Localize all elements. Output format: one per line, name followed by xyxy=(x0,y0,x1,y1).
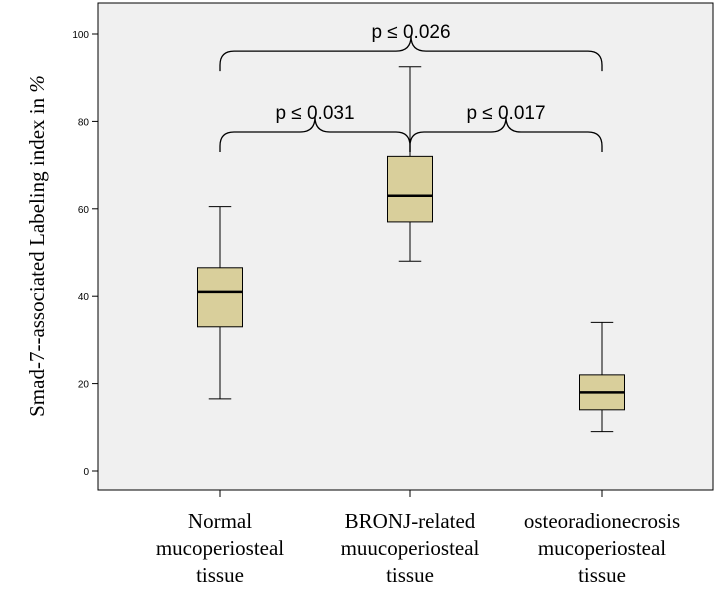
y-tick-label: 60 xyxy=(78,205,90,216)
x-category-label: mucoperiosteal xyxy=(156,536,284,560)
y-tick-label: 20 xyxy=(78,380,90,391)
y-tick-label: 0 xyxy=(83,467,89,478)
iqr-box xyxy=(197,267,243,328)
x-category-label: Normal xyxy=(188,509,252,533)
x-category-label: BRONJ-related xyxy=(345,509,476,533)
x-category-label: tissue xyxy=(386,563,434,587)
iqr-box xyxy=(387,155,433,223)
significance-bracket xyxy=(219,116,411,152)
y-axis-title-main: Smad-7--associated Labeling index in xyxy=(25,93,49,417)
x-category-label: tissue xyxy=(578,563,626,587)
x-category-label: tissue xyxy=(196,563,244,587)
x-category-label: osteoradionecrosis xyxy=(524,509,680,533)
y-axis-title: Smad-7--associated Labeling index in % xyxy=(25,75,49,417)
plot-area xyxy=(97,2,714,491)
significance-bracket xyxy=(409,116,603,152)
y-axis-title-unit: % xyxy=(25,75,49,93)
y-tick-label: 80 xyxy=(78,117,90,128)
p-value-label: p ≤ 0.031 xyxy=(275,103,354,124)
x-category-label: mucoperiosteal xyxy=(538,536,666,560)
p-value-label: p ≤ 0.017 xyxy=(466,103,545,124)
p-value-label: p ≤ 0.026 xyxy=(371,22,450,43)
x-category-label: muucoperiosteal xyxy=(341,536,480,560)
y-tick-label: 40 xyxy=(78,292,90,303)
significance-bracket xyxy=(219,36,603,72)
chart-marks: 0 20 40 60 80 100 Normal mucoperiosteal tissue BR… xyxy=(72,22,680,587)
y-tick-label: 100 xyxy=(72,30,89,41)
